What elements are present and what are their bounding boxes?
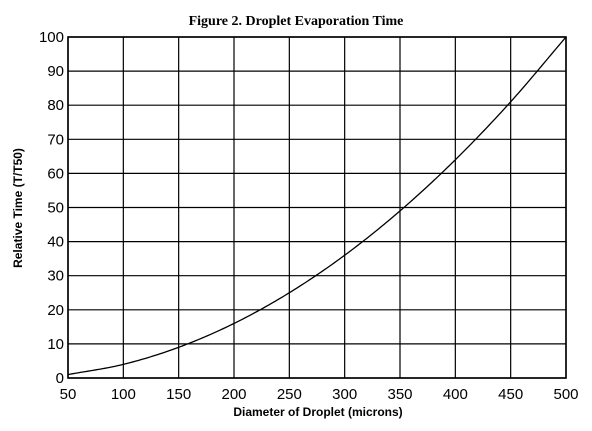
series-layer	[67, 36, 567, 376]
x-tick-label: 350	[387, 386, 412, 403]
y-tick-label: 0	[56, 370, 64, 387]
y-tick-label: 50	[47, 200, 64, 217]
x-tick-label: 250	[277, 386, 302, 403]
x-tick-label: 450	[498, 386, 523, 403]
x-tick-label: 400	[443, 386, 468, 403]
y-axis-label: Relative Time (T/T50)	[11, 148, 25, 268]
y-tick-label: 100	[39, 29, 64, 46]
y-tick-label: 60	[47, 165, 64, 182]
y-tick-label: 30	[47, 268, 64, 285]
x-tick-labels: 50 100 150 200 250 300 350 400 450 500	[60, 386, 579, 403]
y-tick-label: 90	[47, 63, 64, 80]
x-axis-label: Diameter of Droplet (microns)	[233, 405, 402, 419]
x-tick-label: 150	[166, 386, 191, 403]
y-tick-label: 80	[47, 97, 64, 114]
x-tick-label: 300	[332, 386, 357, 403]
x-tick-label: 500	[553, 386, 578, 403]
y-tick-label: 40	[47, 234, 64, 251]
x-tick-label: 200	[221, 386, 246, 403]
grid-layer	[67, 36, 567, 379]
series-line	[67, 36, 567, 376]
y-tick-label: 20	[47, 302, 64, 319]
y-tick-label: 70	[47, 131, 64, 148]
chart-title: Figure 2. Droplet Evaporation Time	[189, 14, 404, 29]
plot-frame	[67, 36, 567, 379]
x-tick-label: 100	[111, 386, 136, 403]
y-tick-label: 10	[47, 336, 64, 353]
x-tick-label: 50	[60, 386, 77, 403]
y-tick-labels: 0 10 20 30 40 50 60 70 80 90 100	[39, 29, 64, 387]
